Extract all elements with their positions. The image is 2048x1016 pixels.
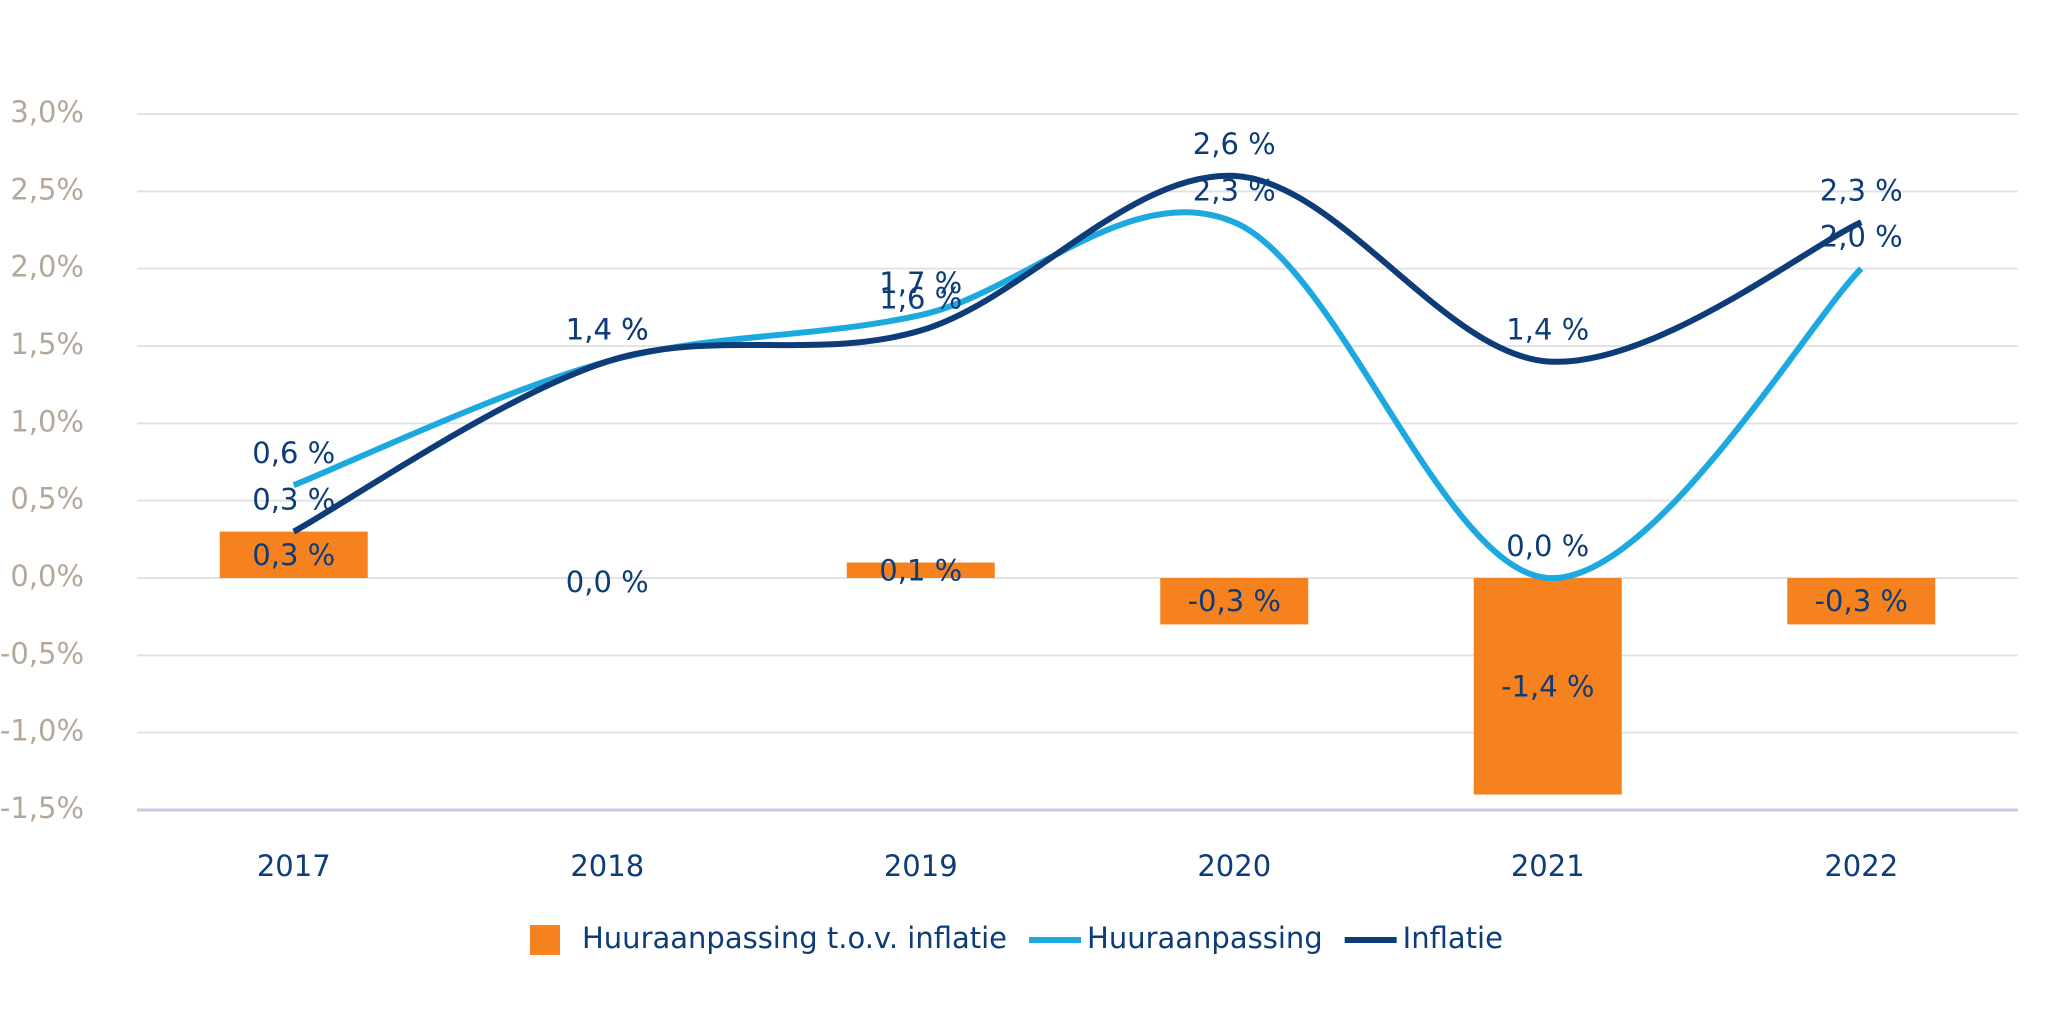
line-value-label: 0,6 % [252, 436, 335, 470]
legend-label: Inflatie [1403, 921, 1503, 955]
line-value-label: 2,6 % [1193, 127, 1276, 161]
y-tick-label: -0,5% [0, 636, 84, 670]
legend-label: Huuraanpassing t.o.v. inflatie [582, 921, 1007, 955]
bar-value-label: -0,3 % [1815, 584, 1908, 618]
line-value-label: 2,3 % [1820, 173, 1903, 207]
line-value-label: 1,4 % [566, 312, 649, 346]
value-labels: 0,3 % 0,0 % 0,1 % -0,3 % -1,4 % -0,3 % 0,6 % 1,… [252, 127, 1908, 703]
y-tick-label: 3,0% [10, 95, 84, 129]
line [292, 172, 1863, 535]
lines [292, 172, 1864, 582]
bar [1787, 578, 1936, 625]
line-value-label: 2,0 % [1820, 220, 1903, 254]
y-tick-label: 1,5% [10, 327, 84, 361]
y-tick-label: 0,0% [10, 559, 84, 593]
bar [219, 531, 368, 578]
line-value-label: 1,4 % [566, 312, 649, 346]
line-value-label: 1,6 % [879, 282, 962, 316]
bar [846, 562, 995, 578]
bar [1473, 578, 1622, 795]
line-value-label: 1,7 % [879, 266, 962, 300]
bar-value-label: -1,4 % [1501, 669, 1594, 703]
line-value-label: 2,3 % [1193, 173, 1276, 207]
y-tick-label: -1,0% [0, 714, 84, 748]
bar-value-label: 0,0 % [566, 565, 649, 599]
bars [219, 531, 1936, 795]
y-tick-label: 0,5% [10, 482, 84, 516]
legend-swatch [530, 925, 560, 955]
bar-value-label: 0,1 % [879, 553, 962, 587]
bar-value-label: 0,3 % [252, 538, 335, 572]
y-tick-label: -1,5% [0, 791, 84, 825]
x-tick-label: 2021 [1511, 849, 1585, 883]
x-tick-label: 2022 [1824, 849, 1898, 883]
y-tick-label: 2,5% [10, 172, 84, 206]
x-tick-label: 2019 [884, 849, 958, 883]
bar-value-label: -0,3 % [1188, 584, 1281, 618]
y-tick-label: 1,0% [10, 404, 84, 438]
line-value-label: 0,0 % [1506, 529, 1589, 563]
x-tick-label: 2018 [570, 849, 644, 883]
y-tick-label: 2,0% [10, 250, 84, 284]
line-value-label: 0,3 % [252, 483, 335, 517]
line-value-label: 1,4 % [1506, 312, 1589, 346]
x-tick-label: 2017 [257, 849, 331, 883]
bar [1160, 578, 1309, 625]
legend-label: Huuraanpassing [1087, 921, 1323, 955]
x-tick-label: 2020 [1197, 849, 1271, 883]
